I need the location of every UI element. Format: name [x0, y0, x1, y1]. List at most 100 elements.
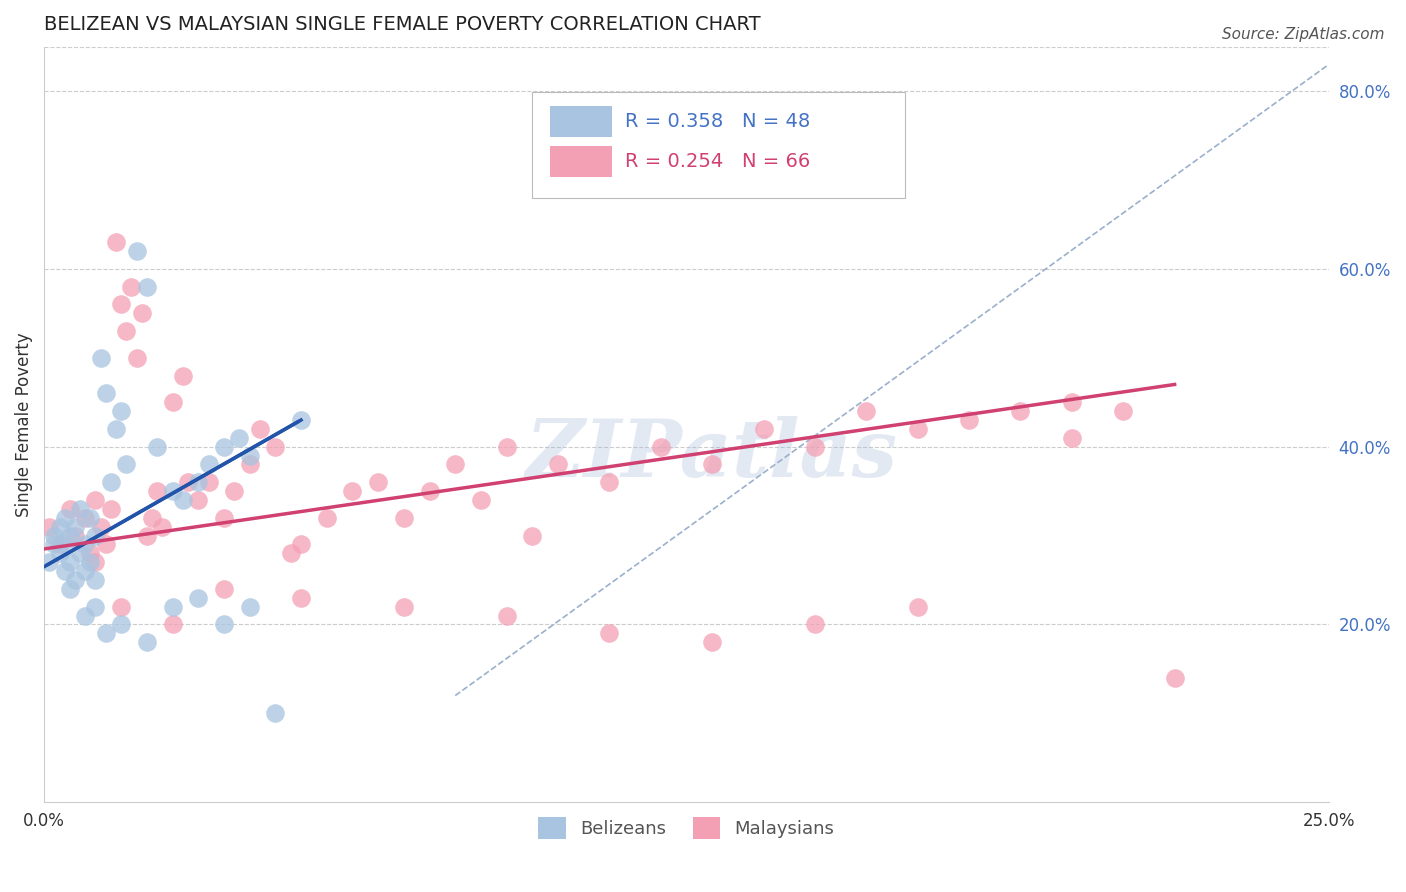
Point — [907, 422, 929, 436]
Point — [75, 537, 97, 551]
Point — [59, 528, 82, 542]
Legend: Belizeans, Malaysians: Belizeans, Malaysians — [531, 810, 842, 847]
Point — [59, 582, 82, 596]
Point — [146, 440, 169, 454]
Point — [84, 573, 107, 587]
Point — [290, 591, 312, 605]
Point — [187, 493, 209, 508]
Point — [280, 546, 302, 560]
Point — [59, 555, 82, 569]
Point — [470, 493, 492, 508]
Point — [69, 546, 91, 560]
Point — [367, 475, 389, 490]
Text: R = 0.254   N = 66: R = 0.254 N = 66 — [624, 152, 810, 171]
Point — [63, 519, 86, 533]
Point — [135, 635, 157, 649]
Point — [212, 617, 235, 632]
Point — [197, 458, 219, 472]
Point — [239, 449, 262, 463]
Point — [59, 502, 82, 516]
Point — [804, 440, 827, 454]
Point — [177, 475, 200, 490]
Point — [239, 599, 262, 614]
Point — [105, 235, 128, 250]
Point — [131, 306, 153, 320]
Point — [522, 528, 544, 542]
Point — [598, 626, 620, 640]
Point — [100, 502, 122, 516]
Point — [48, 537, 70, 551]
Point — [212, 440, 235, 454]
Point — [84, 555, 107, 569]
Point — [172, 368, 194, 383]
Point — [804, 617, 827, 632]
Point — [53, 537, 76, 551]
Point — [84, 528, 107, 542]
Point — [94, 626, 117, 640]
Point — [264, 706, 287, 721]
Point — [125, 351, 148, 365]
Point — [100, 475, 122, 490]
Point — [264, 440, 287, 454]
Point — [79, 555, 101, 569]
Point — [135, 279, 157, 293]
Point — [392, 599, 415, 614]
Point — [700, 635, 723, 649]
Point — [48, 519, 70, 533]
Point — [495, 440, 517, 454]
Point — [1010, 404, 1032, 418]
Point — [187, 475, 209, 490]
Point — [162, 395, 184, 409]
Point — [547, 458, 569, 472]
Point — [444, 458, 467, 472]
Point — [290, 537, 312, 551]
Point — [53, 564, 76, 578]
Point — [146, 484, 169, 499]
Point — [418, 484, 440, 499]
FancyBboxPatch shape — [550, 146, 612, 178]
Point — [79, 511, 101, 525]
Point — [69, 502, 91, 516]
Point — [75, 511, 97, 525]
Point — [94, 537, 117, 551]
Point — [249, 422, 271, 436]
Point — [752, 422, 775, 436]
Point — [228, 431, 250, 445]
Text: ZIPatlas: ZIPatlas — [526, 416, 898, 493]
Point — [110, 599, 132, 614]
Point — [290, 413, 312, 427]
FancyBboxPatch shape — [550, 106, 612, 137]
Point — [855, 404, 877, 418]
Point — [38, 519, 60, 533]
Point — [121, 279, 143, 293]
Point — [63, 573, 86, 587]
Point — [84, 599, 107, 614]
Text: R = 0.358   N = 48: R = 0.358 N = 48 — [624, 112, 810, 131]
Point — [700, 458, 723, 472]
Point — [162, 617, 184, 632]
Point — [162, 484, 184, 499]
Point — [150, 519, 173, 533]
Point — [90, 519, 112, 533]
Point — [224, 484, 246, 499]
Point — [650, 440, 672, 454]
Point — [53, 511, 76, 525]
Point — [1163, 671, 1185, 685]
Point — [141, 511, 163, 525]
Point — [598, 475, 620, 490]
Point — [162, 599, 184, 614]
Point — [44, 528, 66, 542]
Point — [172, 493, 194, 508]
Point — [135, 528, 157, 542]
Y-axis label: Single Female Poverty: Single Female Poverty — [15, 332, 32, 516]
Point — [63, 528, 86, 542]
Text: Source: ZipAtlas.com: Source: ZipAtlas.com — [1222, 27, 1385, 42]
Point — [90, 351, 112, 365]
Point — [110, 404, 132, 418]
Point — [1060, 395, 1083, 409]
Point — [342, 484, 364, 499]
Point — [79, 546, 101, 560]
Point — [110, 297, 132, 311]
Point — [75, 564, 97, 578]
Text: BELIZEAN VS MALAYSIAN SINGLE FEMALE POVERTY CORRELATION CHART: BELIZEAN VS MALAYSIAN SINGLE FEMALE POVE… — [44, 15, 761, 34]
